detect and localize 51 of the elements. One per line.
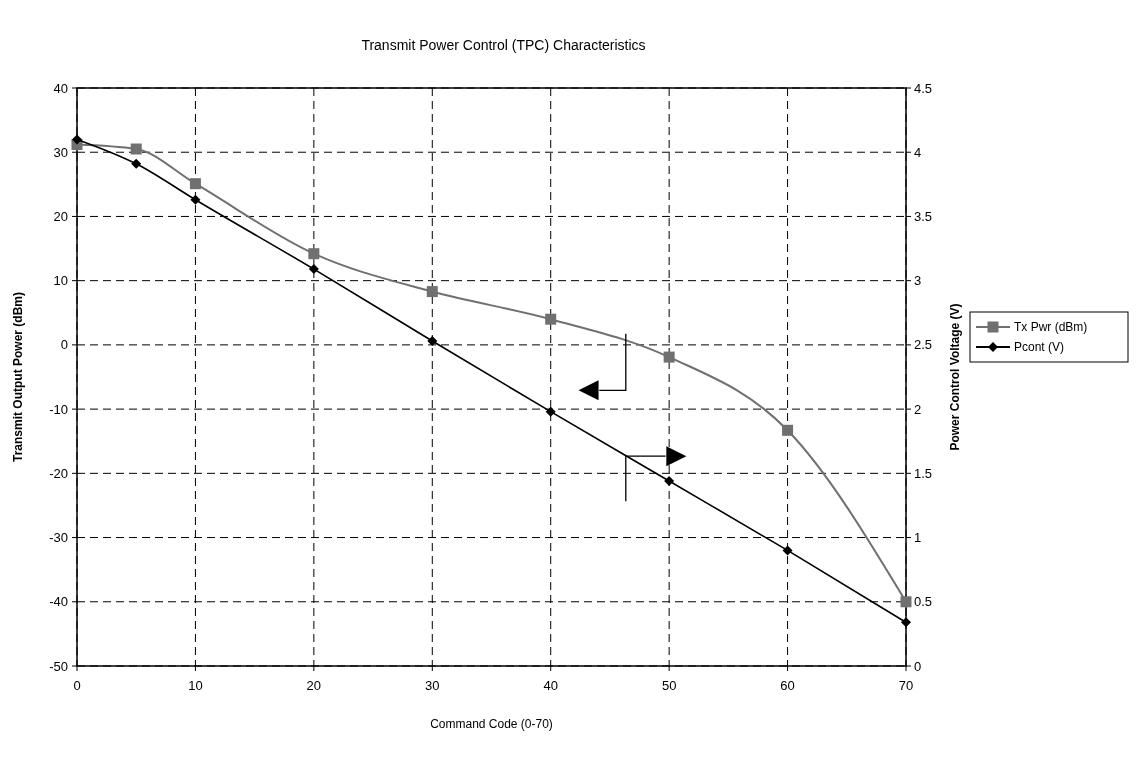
- y-axis-title: Transmit Output Power (dBm): [11, 291, 25, 463]
- x-tick-label: 60: [780, 678, 795, 693]
- point: [545, 313, 557, 325]
- chart-title: Transmit Power Control (TPC) Characteristics: [361, 37, 646, 53]
- legend-label: Tx Pwr (dBm): [1014, 320, 1088, 335]
- point: [308, 248, 320, 260]
- x-tick-label: 10: [188, 678, 203, 693]
- x-tick-label: 20: [306, 678, 322, 693]
- point: [663, 351, 675, 363]
- y-tick-label: 0: [60, 337, 68, 353]
- y-tick-label: -10: [49, 401, 68, 417]
- y-tick-label: -20: [49, 465, 68, 481]
- y2-tick-label: 3.5: [914, 208, 933, 224]
- point: [782, 424, 794, 436]
- y-tick-label: 20: [53, 208, 68, 224]
- y2-axis-title: Power Control Voltage (V): [948, 303, 962, 451]
- y2-tick-label: 1.5: [914, 465, 933, 481]
- y2-tick-label: 0.5: [914, 594, 933, 610]
- y-tick-label: 40: [53, 80, 68, 96]
- y2-tick-label: 2: [914, 401, 922, 417]
- y2-tick-label: 4.5: [914, 80, 933, 96]
- point: [189, 178, 201, 190]
- point: [190, 194, 201, 205]
- y2-tick-label: 2.5: [914, 337, 933, 353]
- y2-tick-label: 3: [914, 273, 922, 289]
- x-tick-label: 50: [661, 678, 677, 693]
- point: [426, 286, 438, 298]
- point: [782, 545, 793, 556]
- x-tick-label: 70: [898, 678, 914, 693]
- y-tick-label: -50: [49, 658, 68, 674]
- point: [901, 617, 911, 628]
- y2-tick-label: 0: [914, 658, 922, 674]
- x-tick-label: 40: [543, 678, 558, 693]
- point: [130, 143, 142, 155]
- point: [664, 476, 675, 487]
- y-tick-label: -40: [49, 594, 68, 610]
- legend-label: Pcont (V): [1014, 340, 1065, 355]
- point: [900, 596, 912, 608]
- point: [308, 264, 319, 275]
- point: [72, 134, 82, 145]
- x-axis-title: Command Code (0-70): [430, 717, 553, 731]
- y2-tick-label: 1: [914, 530, 922, 546]
- y-tick-label: 10: [53, 273, 68, 289]
- x-tick-label: 30: [425, 678, 440, 693]
- point: [131, 158, 142, 169]
- y-tick-label: -30: [49, 530, 68, 546]
- y2-tick-label: 4: [914, 144, 922, 160]
- point: [545, 406, 556, 417]
- x-tick-label: 0: [73, 678, 81, 693]
- point: [427, 336, 438, 347]
- y-tick-label: 30: [53, 144, 68, 160]
